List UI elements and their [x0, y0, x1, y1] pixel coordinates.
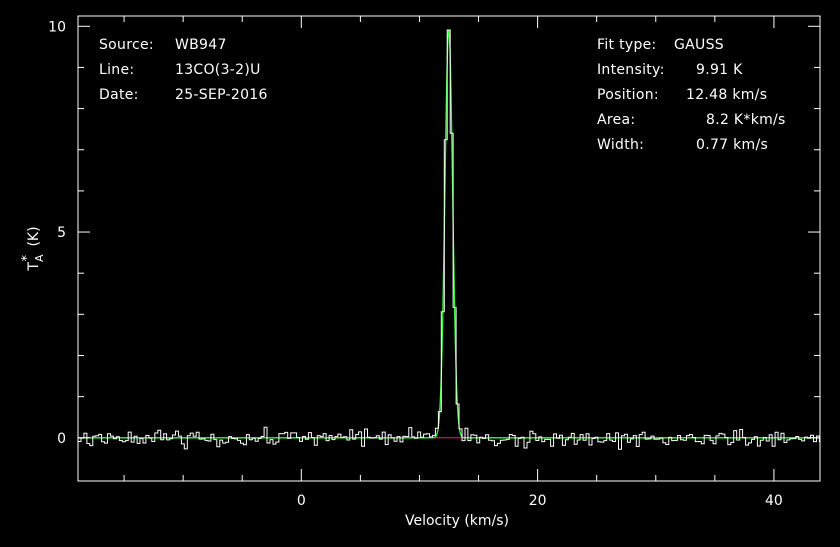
- line-label: Line:: [99, 62, 135, 78]
- x-tick-label: 20: [529, 493, 547, 509]
- position-value: 12.48 km/s: [686, 87, 768, 103]
- date-value: 25-SEP-2016: [175, 87, 268, 103]
- gaussian-fit-line: [78, 29, 820, 439]
- intensity-label: Intensity:: [597, 62, 665, 78]
- width-value: 0.77 km/s: [696, 137, 769, 153]
- position-label: Position:: [597, 87, 659, 103]
- fit-type-label: Fit type:: [597, 37, 657, 53]
- x-tick-label: 40: [765, 493, 783, 509]
- source-value: WB947: [175, 37, 227, 53]
- y-tick-label: 10: [48, 19, 66, 35]
- axes-layer: 0 20 40 0 5 10 Velocity (km/s) TA* (K): [20, 15, 821, 529]
- width-label: Width:: [597, 137, 645, 153]
- plot-frame: [77, 15, 821, 482]
- x-tick-label: 0: [297, 493, 306, 509]
- date-label: Date:: [99, 87, 139, 103]
- intensity-value: 9.91 K: [696, 62, 743, 78]
- fit-type-value: GAUSS: [674, 37, 724, 53]
- area-value: 8.2 K*km/s: [706, 112, 786, 128]
- y-tick-label: 5: [57, 225, 66, 241]
- fit-layer: [78, 29, 820, 439]
- y-tick-label: 0: [57, 431, 66, 447]
- source-label: Source:: [99, 37, 154, 53]
- y-axis-label: TA* (K): [20, 226, 46, 271]
- line-value: 13CO(3-2)U: [175, 62, 261, 78]
- area-label: Area:: [597, 112, 636, 128]
- x-axis-label: Velocity (km/s): [405, 513, 509, 529]
- spectrum-histogram: [78, 29, 820, 450]
- spectrum-layer: [78, 29, 820, 450]
